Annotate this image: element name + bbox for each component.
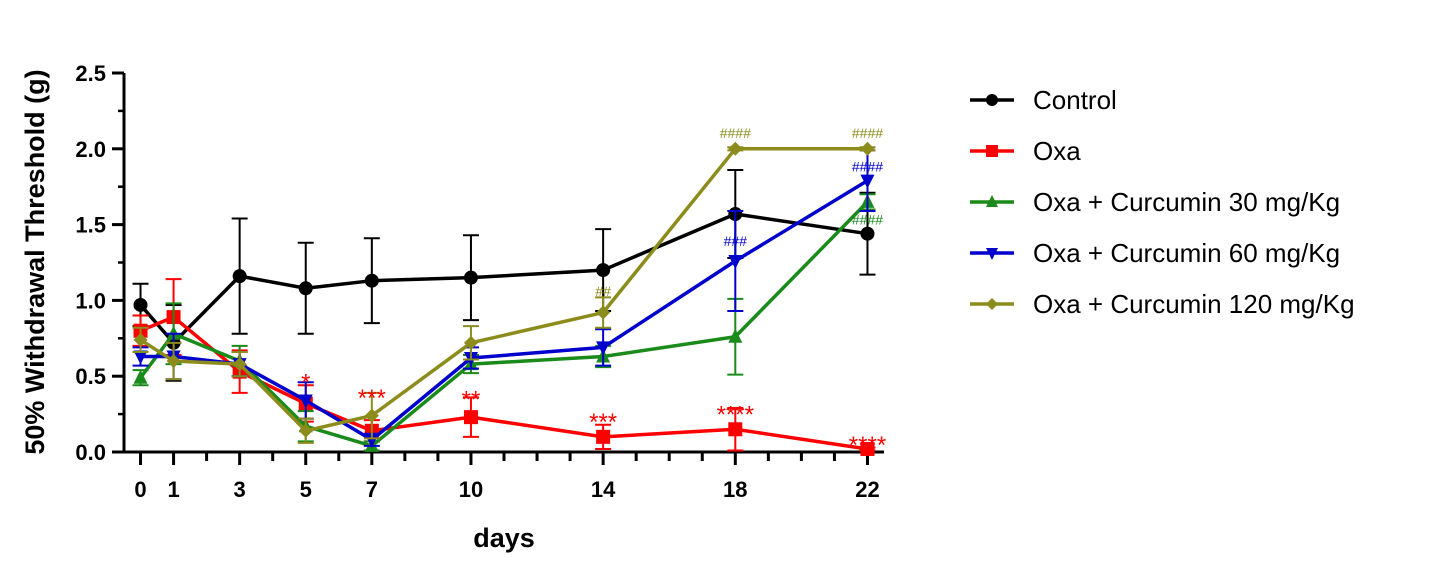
significance-marker: ** bbox=[462, 386, 481, 413]
x-tick-label: 1 bbox=[167, 477, 179, 502]
legend-label: Oxa bbox=[1033, 136, 1081, 166]
data-point bbox=[166, 354, 181, 369]
series-0 bbox=[132, 169, 876, 382]
data-point bbox=[986, 298, 998, 310]
significance-marker: **** bbox=[849, 432, 886, 459]
data-point bbox=[463, 270, 478, 285]
data-point bbox=[596, 263, 611, 278]
significance-marker: #### bbox=[852, 125, 883, 141]
data-point bbox=[986, 195, 998, 207]
data-point bbox=[860, 174, 875, 189]
data-point bbox=[463, 410, 478, 425]
significance-marker: #### bbox=[852, 212, 883, 228]
x-tick-label: 22 bbox=[855, 477, 879, 502]
x-tick-label: 18 bbox=[723, 477, 747, 502]
x-tick-label: 14 bbox=[591, 477, 616, 502]
series-2 bbox=[132, 193, 876, 452]
data-point bbox=[364, 408, 379, 423]
series-line bbox=[140, 179, 869, 442]
data-point bbox=[298, 394, 313, 409]
significance-marker: *** bbox=[589, 409, 617, 436]
legend-label: Oxa + Curcumin 60 mg/Kg bbox=[1033, 238, 1340, 268]
y-tick-label: 1.0 bbox=[75, 288, 106, 313]
data-point bbox=[133, 350, 148, 365]
data-point bbox=[133, 369, 148, 384]
data-point bbox=[728, 254, 743, 269]
series-3 bbox=[132, 149, 876, 448]
data-point bbox=[860, 226, 875, 241]
plot-area bbox=[132, 141, 876, 456]
y-tick-label: 0.0 bbox=[75, 440, 106, 465]
series-line bbox=[139, 147, 868, 433]
data-point bbox=[596, 305, 611, 320]
significance-marker: **** bbox=[717, 402, 754, 429]
data-point bbox=[463, 335, 478, 350]
data-point bbox=[986, 248, 998, 260]
significance-marker: ## bbox=[595, 283, 611, 299]
y-tick-label: 2.5 bbox=[75, 61, 106, 86]
data-point bbox=[596, 341, 611, 356]
x-tick-label: 10 bbox=[459, 477, 483, 502]
significance-marker: *** bbox=[358, 385, 386, 412]
data-point bbox=[133, 297, 148, 312]
x-tick-label: 3 bbox=[234, 477, 246, 502]
significance-marker: #### bbox=[720, 125, 751, 141]
data-point bbox=[596, 429, 611, 444]
significance-annotations: **** ***** ********######### ############ bbox=[301, 125, 886, 459]
axes: 0.0 0.5 1.0 1.5 2.0 2.5 0 1 3 5 7 10 14 18 22 bbox=[75, 61, 884, 502]
significance-marker: * bbox=[301, 370, 310, 397]
data-point bbox=[298, 281, 313, 296]
legend-item: Oxa + Curcumin 30 mg/Kg bbox=[970, 187, 1340, 217]
data-point bbox=[860, 141, 875, 156]
y-tick-label: 1.5 bbox=[75, 213, 106, 238]
legend-label: Oxa + Curcumin 30 mg/Kg bbox=[1033, 187, 1340, 217]
data-point bbox=[728, 422, 743, 437]
x-tick-label: 0 bbox=[134, 477, 146, 502]
legend-label: Oxa + Curcumin 120 mg/Kg bbox=[1033, 289, 1355, 319]
significance-marker: ### bbox=[724, 233, 748, 249]
significance-marker: #### bbox=[852, 159, 883, 175]
data-point bbox=[986, 145, 998, 157]
legend-label: Control bbox=[1033, 85, 1117, 115]
legend-item: Oxa bbox=[970, 136, 1081, 166]
y-tick-label: 2.0 bbox=[75, 137, 106, 162]
x-tick-label: 7 bbox=[366, 477, 378, 502]
legend-item: Oxa + Curcumin 120 mg/Kg bbox=[970, 289, 1355, 319]
data-point bbox=[728, 328, 743, 343]
y-axis-title: 50% Withdrawal Threshold (g) bbox=[20, 69, 50, 454]
data-point bbox=[860, 441, 875, 456]
data-point bbox=[728, 141, 743, 156]
data-point bbox=[133, 332, 148, 347]
data-point bbox=[232, 357, 247, 372]
legend: Control Oxa Oxa + Curcumin 30 mg/Kg Oxa + C… bbox=[970, 85, 1355, 319]
data-point bbox=[364, 273, 379, 288]
data-point bbox=[298, 423, 313, 438]
series-line bbox=[139, 212, 868, 345]
x-axis-title: days bbox=[473, 523, 535, 553]
series-line bbox=[139, 200, 869, 448]
y-tick-label: 0.5 bbox=[75, 364, 106, 389]
data-point bbox=[986, 94, 998, 106]
x-tick-label: 5 bbox=[300, 477, 312, 502]
legend-item: Oxa + Curcumin 60 mg/Kg bbox=[970, 238, 1340, 268]
series-4 bbox=[132, 141, 876, 444]
data-point bbox=[232, 269, 247, 284]
legend-item: Control bbox=[970, 85, 1117, 115]
